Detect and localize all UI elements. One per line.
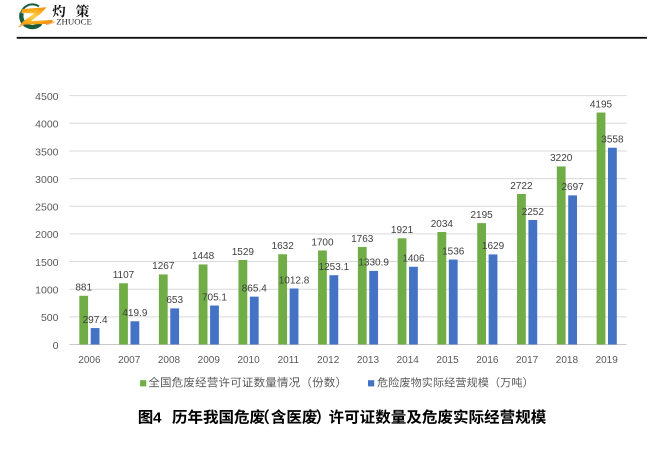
svg-text:2008: 2008 xyxy=(158,355,181,366)
svg-text:2252: 2252 xyxy=(522,207,545,218)
svg-text:4195: 4195 xyxy=(590,99,613,110)
svg-text:1921: 1921 xyxy=(391,225,414,236)
svg-text:2722: 2722 xyxy=(510,181,533,192)
svg-text:2015: 2015 xyxy=(436,355,459,366)
svg-text:0: 0 xyxy=(53,340,59,352)
svg-text:2009: 2009 xyxy=(198,355,221,366)
svg-text:2017: 2017 xyxy=(516,355,539,366)
svg-text:1448: 1448 xyxy=(192,251,215,262)
svg-text:1500: 1500 xyxy=(35,257,59,269)
svg-text:3558: 3558 xyxy=(601,135,624,146)
svg-text:2007: 2007 xyxy=(118,355,141,366)
svg-text:1763: 1763 xyxy=(351,234,374,245)
svg-text:ZHUOCE: ZHUOCE xyxy=(56,17,92,27)
svg-text:1000: 1000 xyxy=(35,285,59,297)
svg-text:1107: 1107 xyxy=(113,270,135,281)
svg-text:2000: 2000 xyxy=(35,229,59,241)
svg-text:2016: 2016 xyxy=(476,355,499,366)
svg-text:2500: 2500 xyxy=(35,202,59,214)
svg-text:2011: 2011 xyxy=(278,355,300,366)
svg-text:3220: 3220 xyxy=(550,153,573,164)
svg-text:2019: 2019 xyxy=(596,355,619,366)
svg-text:1267: 1267 xyxy=(152,261,175,272)
svg-text:865.4: 865.4 xyxy=(242,283,267,294)
svg-text:1406: 1406 xyxy=(402,254,425,265)
svg-text:4500: 4500 xyxy=(35,91,59,103)
svg-text:2014: 2014 xyxy=(397,355,420,366)
svg-text:2034: 2034 xyxy=(431,219,454,230)
svg-text:1253.1: 1253.1 xyxy=(319,262,350,273)
svg-text:1700: 1700 xyxy=(311,237,334,248)
svg-text:297.4: 297.4 xyxy=(83,315,108,326)
svg-text:1330.9: 1330.9 xyxy=(358,258,389,269)
svg-text:2018: 2018 xyxy=(556,355,579,366)
svg-text:2010: 2010 xyxy=(237,355,260,366)
svg-text:4000: 4000 xyxy=(35,119,59,131)
svg-text:2006: 2006 xyxy=(78,355,101,366)
svg-text:705.1: 705.1 xyxy=(202,292,227,303)
svg-text:2195: 2195 xyxy=(470,210,493,221)
svg-text:1629: 1629 xyxy=(482,241,505,252)
svg-text:881: 881 xyxy=(75,283,92,294)
svg-text:4: 4 xyxy=(153,410,162,427)
svg-text:419.9: 419.9 xyxy=(122,308,147,319)
svg-text:2013: 2013 xyxy=(357,355,380,366)
svg-text:3000: 3000 xyxy=(35,174,59,186)
svg-text:653: 653 xyxy=(166,295,183,306)
svg-text:3500: 3500 xyxy=(35,146,59,158)
svg-text:500: 500 xyxy=(41,312,59,324)
svg-text:2697: 2697 xyxy=(561,182,584,193)
svg-text:1536: 1536 xyxy=(442,246,465,257)
svg-text:1632: 1632 xyxy=(272,241,295,252)
svg-text:1529: 1529 xyxy=(232,247,255,258)
svg-text:1012.8: 1012.8 xyxy=(279,275,310,286)
svg-text:2012: 2012 xyxy=(317,355,340,366)
